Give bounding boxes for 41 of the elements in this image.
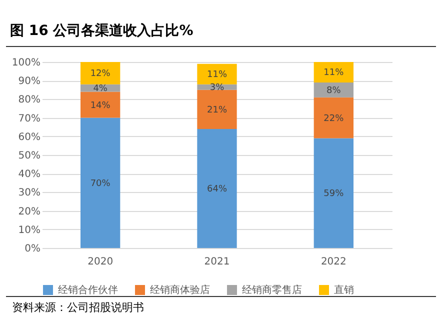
y-tick-label: 40%	[18, 169, 40, 180]
bar	[314, 138, 354, 248]
y-tick-label: 90%	[18, 76, 40, 88]
chart-title: 图 16 公司各渠道收入占比%	[10, 22, 194, 40]
bar	[80, 92, 120, 118]
data-label: 11%	[324, 68, 344, 78]
y-tick-label: 30%	[18, 188, 40, 199]
data-label: 59%	[324, 189, 344, 200]
y-tick-label: 80%	[18, 94, 40, 106]
data-label: 21%	[206, 105, 228, 116]
legend-label: 直销	[334, 284, 354, 296]
data-label: 4%	[93, 84, 108, 94]
data-label: 12%	[90, 69, 111, 80]
data-label: 8%	[326, 86, 342, 96]
bar	[80, 62, 120, 84]
legend-label: 经销合作伙伴	[58, 284, 118, 296]
bar	[80, 118, 120, 248]
bar	[314, 82, 354, 98]
bar	[197, 128, 237, 248]
x-tick-label: 2022	[320, 256, 346, 268]
legend-label: 经销商零售店	[242, 284, 302, 296]
y-tick-label: 70%	[18, 113, 40, 124]
data-label: 14%	[90, 100, 111, 111]
y-tick-label: 50%	[18, 150, 40, 162]
y-tick-label: 60%	[18, 132, 40, 143]
y-tick-label: 100%	[12, 58, 40, 68]
x-tick-label: 2020	[88, 256, 114, 268]
bar	[314, 62, 354, 82]
x-tick-label: 2021	[204, 256, 230, 268]
y-tick-label: 20%	[18, 206, 40, 218]
data-label: 70%	[90, 178, 111, 189]
bar	[197, 90, 237, 129]
data-label: 11%	[206, 70, 228, 80]
y-tick-label: 0%	[24, 244, 40, 254]
data-label: 64%	[206, 184, 228, 194]
text: 资料来源：公司招股说明书	[12, 300, 144, 315]
bar	[314, 97, 354, 138]
bar	[197, 64, 237, 84]
data-label: 22%	[324, 114, 344, 124]
y-tick-label: 10%	[18, 224, 40, 236]
legend-label: 经销商体验店	[150, 284, 210, 296]
